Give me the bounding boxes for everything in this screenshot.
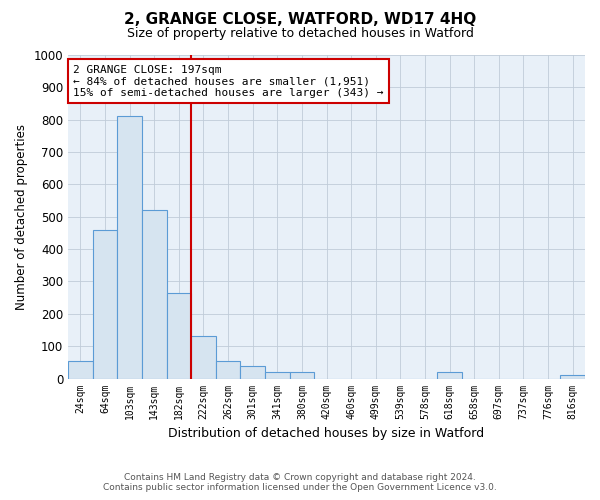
Bar [191,336,216,378]
Text: Contains HM Land Registry data © Crown copyright and database right 2024.
Contai: Contains HM Land Registry data © Crown c… [103,473,497,492]
Text: Size of property relative to detached houses in Watford: Size of property relative to detached ho… [127,28,473,40]
Bar [560,376,585,378]
Text: 2, GRANGE CLOSE, WATFORD, WD17 4HQ: 2, GRANGE CLOSE, WATFORD, WD17 4HQ [124,12,476,28]
Bar [241,366,265,378]
Bar [92,230,117,378]
Text: 2 GRANGE CLOSE: 197sqm
← 84% of detached houses are smaller (1,951)
15% of semi-: 2 GRANGE CLOSE: 197sqm ← 84% of detached… [73,64,384,98]
Y-axis label: Number of detached properties: Number of detached properties [15,124,28,310]
Bar [142,210,167,378]
Bar [437,372,462,378]
Bar [167,293,191,378]
Bar [216,361,241,378]
X-axis label: Distribution of detached houses by size in Watford: Distribution of detached houses by size … [169,427,485,440]
Bar [68,361,92,378]
Bar [265,372,290,378]
Bar [117,116,142,378]
Bar [290,372,314,378]
